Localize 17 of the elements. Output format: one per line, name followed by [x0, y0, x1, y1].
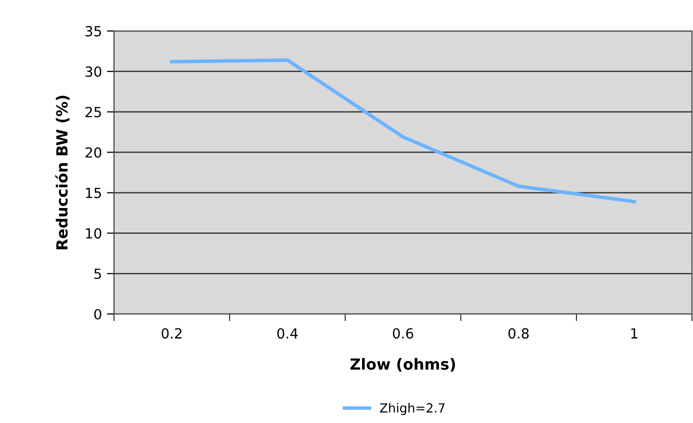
x-tick-label: 0.6: [392, 328, 414, 339]
y-tick-label: 15: [86, 188, 101, 198]
y-tick-label: 35: [86, 26, 101, 36]
y-tick-label: 30: [86, 66, 102, 77]
x-tick-label: 0.4: [277, 328, 298, 339]
x-tick-label: 0.2: [162, 328, 182, 339]
line-series: [170, 58, 636, 204]
x-axis-title: Zlow (ohms): [350, 358, 455, 372]
x-tick-label: 0.8: [508, 328, 529, 339]
y-axis-title: Reducción BW (%): [55, 96, 70, 250]
y-tick-label: 25: [86, 106, 101, 118]
y-tick-label: 0: [94, 308, 102, 320]
y-tick-label: 20: [86, 147, 102, 158]
legend-label: Zhigh=2.7: [380, 402, 445, 416]
y-tick-label: 10: [86, 228, 102, 239]
y-tick-label: 5: [94, 268, 101, 280]
x-tick-label: 1: [631, 328, 638, 338]
